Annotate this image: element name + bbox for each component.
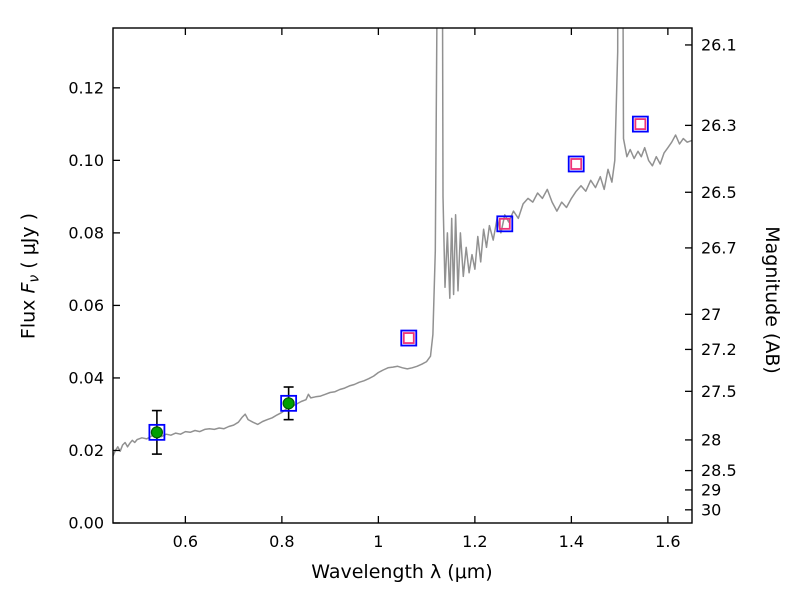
observed-square-marker xyxy=(280,394,298,412)
y-right-tick-label: 29 xyxy=(701,480,721,499)
y-right-tick-label: 26.3 xyxy=(701,116,737,135)
x-tick-label: 1.2 xyxy=(462,532,487,551)
y-axis-label-left: Flux Fν ( μJy ) xyxy=(18,213,43,339)
model-square-outer xyxy=(496,215,514,233)
model-square-inner xyxy=(634,118,647,130)
y-axis-label-right: Magnitude (AB) xyxy=(761,226,783,374)
y-left-tick-label: 0.10 xyxy=(68,151,104,170)
y-right-tick-label: 26.5 xyxy=(701,183,737,202)
model-square-outer xyxy=(631,115,649,133)
x-tick-label: 1 xyxy=(373,532,383,551)
observed-circle-marker xyxy=(282,397,295,410)
y-left-tick-label: 0.02 xyxy=(68,441,104,460)
y-left-label-subscript: ν xyxy=(26,274,43,283)
y-left-label-suffix: ( μJy ) xyxy=(17,212,40,275)
y-right-tick-label: 26.1 xyxy=(701,35,737,54)
y-right-tick-label: 28 xyxy=(701,430,721,449)
y-right-tick-label: 28.5 xyxy=(701,461,737,480)
y-right-tick-label: 27 xyxy=(701,305,721,324)
y-left-tick-label: 0.12 xyxy=(68,78,104,97)
spectrum-line xyxy=(113,28,692,457)
y-right-tick-label: 26.7 xyxy=(701,238,737,257)
y-right-tick-label: 27.5 xyxy=(701,382,737,401)
y-right-tick-label: 27.2 xyxy=(701,340,737,359)
x-axis-label: Wavelength λ (μm) xyxy=(311,561,493,583)
y-left-tick-label: 0.06 xyxy=(68,296,104,315)
axes-frame xyxy=(112,27,693,524)
x-tick-label: 0.8 xyxy=(269,532,294,551)
x-tick-label: 1.6 xyxy=(655,532,680,551)
y-left-label-prefix: Flux xyxy=(17,293,40,340)
model-square-outer xyxy=(400,329,418,347)
y-left-tick-label: 0.00 xyxy=(68,514,104,533)
y-left-tick-label: 0.04 xyxy=(68,368,104,387)
x-tick-label: 0.6 xyxy=(173,532,198,551)
y-left-tick-label: 0.08 xyxy=(68,223,104,242)
y-right-tick-label: 30 xyxy=(701,500,721,519)
observed-square-marker xyxy=(148,423,166,441)
observed-circle-marker xyxy=(150,426,164,439)
x-tick-label: 1.4 xyxy=(559,532,584,551)
model-square-inner xyxy=(570,158,583,170)
model-square-outer xyxy=(567,155,585,173)
y-left-label-symbol: F xyxy=(17,282,40,294)
model-square-inner xyxy=(402,332,415,344)
model-square-inner xyxy=(498,217,511,230)
